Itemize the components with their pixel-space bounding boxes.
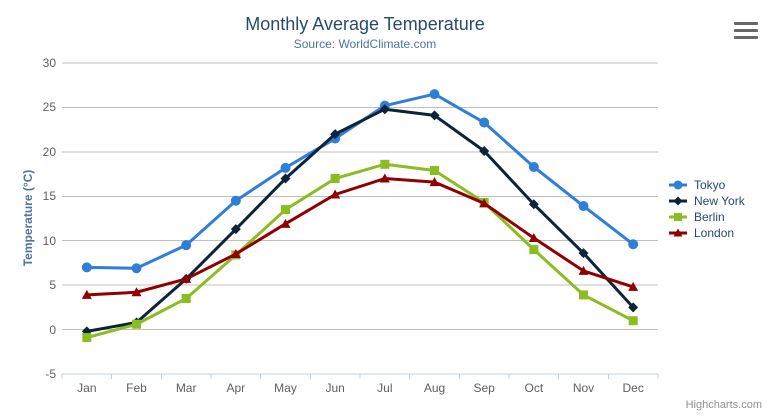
legend-symbol-circle-icon	[669, 180, 687, 190]
point-london-jun	[330, 189, 341, 199]
legend-label: Berlin	[694, 210, 725, 224]
legend-item-new-york[interactable]: New York	[669, 193, 745, 209]
point-new-york-jun	[330, 129, 341, 140]
gridlines	[62, 62, 658, 375]
point-tokyo-jan	[81, 262, 92, 273]
point-london-oct	[528, 233, 539, 243]
legend: Tokyo New York Berlin London	[669, 177, 745, 241]
point-tokyo-apr	[230, 195, 241, 206]
point-berlin-jun	[330, 174, 340, 184]
legend-label: New York	[694, 194, 745, 208]
chart-subtitle: Source: WorldClimate.com	[293, 37, 437, 51]
point-berlin-jan	[82, 333, 92, 343]
point-tokyo-mar	[181, 240, 192, 251]
series-line-berlin	[85, 162, 635, 340]
legend-item-london[interactable]: London	[669, 225, 745, 241]
point-tokyo-may	[280, 162, 291, 173]
point-berlin-oct	[529, 245, 539, 255]
y-axis-label: 10	[42, 233, 56, 248]
series-line-london	[85, 177, 635, 297]
x-axis-label: Sep	[473, 381, 495, 395]
legend-symbol-diamond-icon	[669, 196, 687, 206]
x-axis-label: Mar	[175, 381, 197, 395]
point-berlin-may	[281, 205, 290, 215]
x-axis-label: Nov	[572, 381, 595, 395]
point-berlin-dec	[628, 316, 638, 326]
point-tokyo-aug	[429, 89, 440, 100]
x-axis-label: Jan	[77, 381, 97, 395]
series-london	[81, 173, 639, 299]
x-axis-label: Feb	[126, 381, 147, 395]
x-axis	[61, 373, 659, 379]
y-axis-label: 20	[42, 144, 56, 159]
point-berlin-nov	[579, 290, 588, 300]
y-axis-title: Temperature (°C)	[21, 169, 35, 267]
point-new-york-oct	[528, 199, 539, 210]
point-tokyo-oct	[528, 161, 539, 172]
x-axis-label: Dec	[622, 381, 644, 395]
legend-item-tokyo[interactable]: Tokyo	[669, 177, 745, 193]
point-tokyo-dec	[628, 239, 639, 250]
y-axis-label: 25	[42, 100, 56, 115]
x-axis-label: Apr	[226, 381, 246, 395]
point-london-nov	[578, 265, 589, 275]
legend-symbol-square-icon	[669, 213, 687, 221]
point-new-york-apr	[230, 224, 241, 235]
point-new-york-dec	[628, 302, 639, 313]
point-berlin-aug	[430, 166, 439, 176]
hamburger-icon	[734, 21, 758, 39]
x-axis-label: Oct	[524, 381, 544, 395]
series-new-york	[81, 104, 639, 337]
point-london-jan	[81, 289, 92, 299]
y-axis-label: 30	[42, 56, 56, 70]
export-menu-button[interactable]	[732, 19, 760, 41]
point-new-york-may	[280, 173, 291, 184]
x-axis-label: Jul	[377, 381, 393, 395]
point-london-sep	[479, 198, 490, 208]
legend-symbol-triangle-icon	[669, 228, 687, 237]
legend-item-berlin[interactable]: Berlin	[669, 209, 745, 225]
point-london-apr	[230, 249, 241, 259]
x-axis-label: Jun	[325, 381, 345, 395]
series-tokyo	[81, 89, 639, 274]
point-london-dec	[628, 281, 639, 291]
point-london-may	[280, 218, 291, 228]
point-new-york-jul	[379, 104, 390, 115]
point-new-york-aug	[429, 110, 440, 121]
point-berlin-feb	[132, 319, 141, 329]
x-axis-label: May	[274, 381, 297, 395]
series-line-new-york	[85, 107, 635, 333]
legend-label: Tokyo	[694, 178, 726, 192]
y-axis-label: 0	[49, 322, 56, 337]
point-tokyo-sep	[479, 117, 490, 128]
credits-link[interactable]: Highcharts.com	[685, 399, 762, 411]
point-london-aug	[429, 177, 440, 187]
point-berlin-mar	[181, 293, 191, 303]
y-axis-label: 5	[49, 278, 56, 293]
point-berlin-jul	[380, 159, 390, 169]
point-tokyo-nov	[578, 201, 589, 212]
y-axis-label: -5	[45, 367, 56, 381]
legend-label: London	[694, 226, 735, 240]
point-london-mar	[181, 273, 192, 283]
point-tokyo-feb	[131, 263, 142, 274]
point-new-york-sep	[479, 145, 490, 156]
x-axis-label: Aug	[423, 381, 446, 395]
point-london-feb	[131, 287, 142, 297]
point-london-jul	[379, 173, 390, 183]
point-new-york-nov	[578, 248, 589, 259]
y-axis-label: 15	[42, 189, 56, 204]
chart-title: Monthly Average Temperature	[245, 14, 485, 34]
